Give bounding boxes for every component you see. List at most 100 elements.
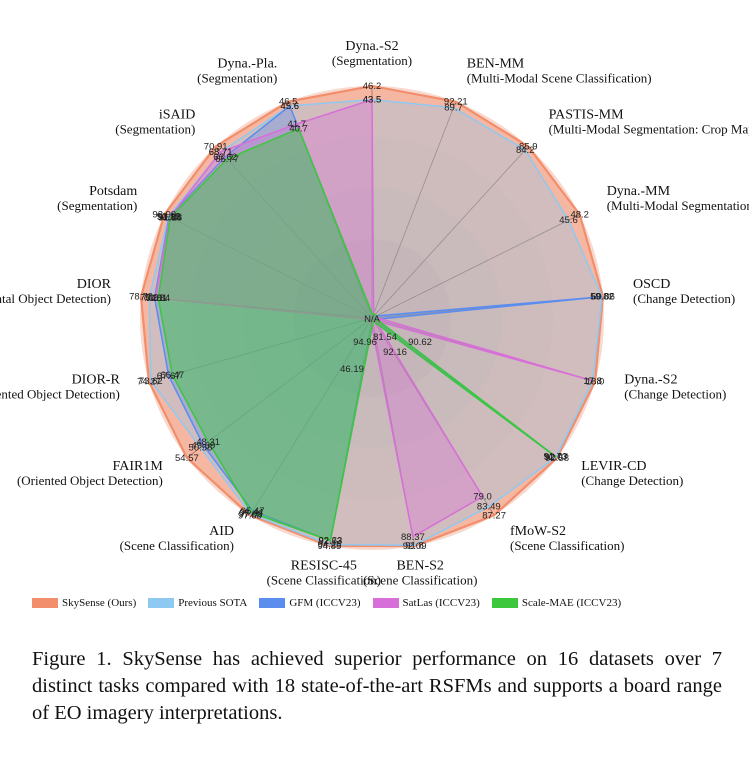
series-skysense [139, 84, 605, 548]
value-label-sota-3: 45.6 [559, 215, 578, 226]
center-label: N/A [364, 314, 381, 325]
value-label-gfm-15: 66.62 [213, 152, 237, 163]
axis-label-16: Dyna.-Pla. (Segmentation) [197, 57, 277, 86]
value-label-scalemae-13: 72.84 [146, 293, 170, 304]
value-label-gfm-9: 92.73 [318, 536, 342, 547]
radar-chart: 46.243.543.5 92.2189.785.984.248.245.660.… [0, 39, 749, 588]
inner-label-4: 46.19 [340, 364, 364, 375]
series-scalemae [157, 127, 557, 542]
value-label-satlas-8: 88.37 [401, 532, 425, 543]
value-label-sota-1: 89.7 [444, 103, 463, 114]
value-label-gfm-4: 59.82 [590, 292, 614, 303]
value-label-satlas-0: 43.5 [363, 95, 382, 106]
axis-label-15: iSAID (Segmentation) [115, 107, 195, 136]
value-label-gfm-10: 95.47 [241, 506, 265, 517]
spoke-2 [371, 146, 529, 319]
legend-swatch-scalemae [491, 598, 518, 608]
axis-label-4: OSCD (Change Detection) [633, 277, 735, 306]
value-label-sota-12: 73.62 [139, 376, 163, 387]
value-label-gfm-6: 91.73 [544, 452, 568, 463]
value-label-gfm-16: 45.6 [281, 101, 300, 112]
value-labels: 46.243.543.5 92.2189.785.984.248.245.660.… [129, 81, 615, 552]
axis-label-13: DIOR(Horizontal Object Detection) [0, 277, 112, 306]
legend-item-satlas: SatLas (ICCV23) [372, 597, 480, 609]
inner-label-1: 90.62 [408, 337, 432, 348]
axis-label-8: BEN-S2 (Scene Classification) [363, 559, 477, 588]
value-label-skysense-3: 48.2 [570, 210, 589, 221]
value-label-sota-13: 75.9 [140, 292, 159, 303]
value-label-sota-6: 92.07 [544, 452, 568, 463]
value-label-skysense-13: 78.73 [129, 292, 153, 303]
value-label-scalemae-16: 40.7 [289, 124, 308, 135]
axis-label-10: AID (Scene Classification) [120, 524, 234, 553]
value-label-gfm-13: 74.1 [145, 293, 164, 304]
axis-label-2: PASTIS-MM (Multi-Modal Segmentation: Crop… [549, 107, 749, 136]
value-label-satlas-16: 41.7 [288, 119, 307, 130]
value-label-sota-5: 17.8 [583, 376, 602, 387]
value-label-satlas-14: 91.54 [158, 212, 182, 223]
value-label-skysense-9: 94.85 [318, 541, 342, 552]
legend-label-sota: Previous SOTA [178, 597, 248, 609]
value-label-sota-16: 45.6 [281, 101, 300, 112]
value-label-scalemae-11: 48.31 [196, 437, 220, 448]
value-label-skysense-12: 74.27 [137, 377, 161, 388]
axis-label-9: RESISC-45 (Scene Classification) [267, 559, 381, 588]
value-label-skysense-15: 70.91 [204, 142, 228, 153]
value-label-scalemae-6: 92.07 [544, 452, 568, 463]
inner-label-0: 81.54 [373, 332, 397, 343]
legend-swatch-gfm [259, 598, 286, 608]
value-label-sota-9: 94.25 [318, 540, 342, 551]
axis-labels: Dyna.-S2 (Segmentation) BEN-MM (Multi-Modal… [0, 39, 749, 588]
legend-swatch-sota [148, 598, 175, 608]
axis-label-12: DIOR-R(Oriented Object Detection) [0, 373, 120, 402]
value-label-scalemae-15: 65.77 [215, 154, 239, 165]
spoke-14 [164, 214, 373, 319]
legend: SkySense (Ours) Previous SOTA GFM (ICCV23)… [32, 597, 722, 609]
spoke-15 [215, 146, 373, 319]
value-label-scalemae-9: 92.63 [319, 536, 343, 547]
value-label-scalemae-12: 66.47 [160, 370, 184, 381]
value-label-sota-8: 91.8 [405, 540, 424, 551]
spoke-12 [148, 317, 373, 382]
legend-item-scalemae: Scale-MAE (ICCV23) [491, 597, 622, 609]
value-label-skysense-16: 46.5 [279, 97, 298, 108]
inner-label-2: 92.16 [383, 347, 407, 358]
axis-label-6: LEVIR-CD (Change Detection) [581, 459, 683, 488]
axis-label-7: fMoW-S2 (Scene Classification) [510, 524, 624, 553]
value-label-skysense-8: 92.09 [403, 541, 427, 552]
axis-label-5: Dyna.-S2 (Change Detection) [624, 373, 726, 402]
legend-label-scalemae: Scale-MAE (ICCV23) [521, 597, 622, 609]
legend-label-skysense: SkySense (Ours) [62, 597, 137, 609]
value-label-sota-2: 84.2 [516, 145, 535, 156]
value-label-scalemae-10: 96.44 [240, 508, 264, 519]
axis-label-14: Potsdam (Segmentation) [57, 184, 137, 213]
spoke-10 [249, 317, 373, 516]
value-label-sota-7: 83.49 [477, 502, 501, 513]
value-label-sota-15: 68.71 [209, 147, 233, 158]
value-label-gfm-14: 91.85 [157, 212, 181, 223]
series-polygons [139, 84, 605, 548]
legend-item-skysense: SkySense (Ours) [32, 597, 136, 609]
value-label-skysense-2: 85.9 [519, 142, 538, 153]
value-label-skysense-5: 18.0 [586, 377, 605, 388]
figure-caption: Figure 1. SkySense has achieved superior… [32, 648, 722, 724]
value-label-satlas-13: 73.81 [144, 293, 168, 304]
value-label-satlas-7: 79.0 [473, 492, 492, 503]
axis-label-0: Dyna.-S2 (Segmentation) [332, 39, 412, 68]
value-label-skysense-10: 97.68 [238, 510, 262, 521]
value-label-satlas-15: 68.71 [209, 147, 233, 158]
value-label-gfm-12: 67.67 [157, 371, 181, 382]
value-label-sota-10: 97.03 [239, 509, 263, 520]
legend-label-satlas: SatLas (ICCV23) [402, 597, 480, 609]
value-label-skysense-7: 87.27 [482, 510, 506, 521]
value-label-satlas-5: 17.8 [583, 376, 602, 387]
axis-label-3: Dyna.-MM(Multi-Modal Segmentation: LandC… [607, 184, 749, 213]
spoke-1 [371, 101, 457, 319]
axis-label-1: BEN-MM (Multi-Modal Scene Classification) [467, 57, 652, 86]
value-label-scalemae-14: 91.28 [158, 213, 182, 224]
spoke-11 [186, 317, 373, 459]
value-label-skysense-6: 92.58 [545, 453, 569, 464]
value-label-gfm-11: 49.69 [192, 440, 216, 451]
value-label-skysense-0: 46.2 [363, 81, 382, 92]
value-label-skysense-11: 54.57 [175, 453, 199, 464]
